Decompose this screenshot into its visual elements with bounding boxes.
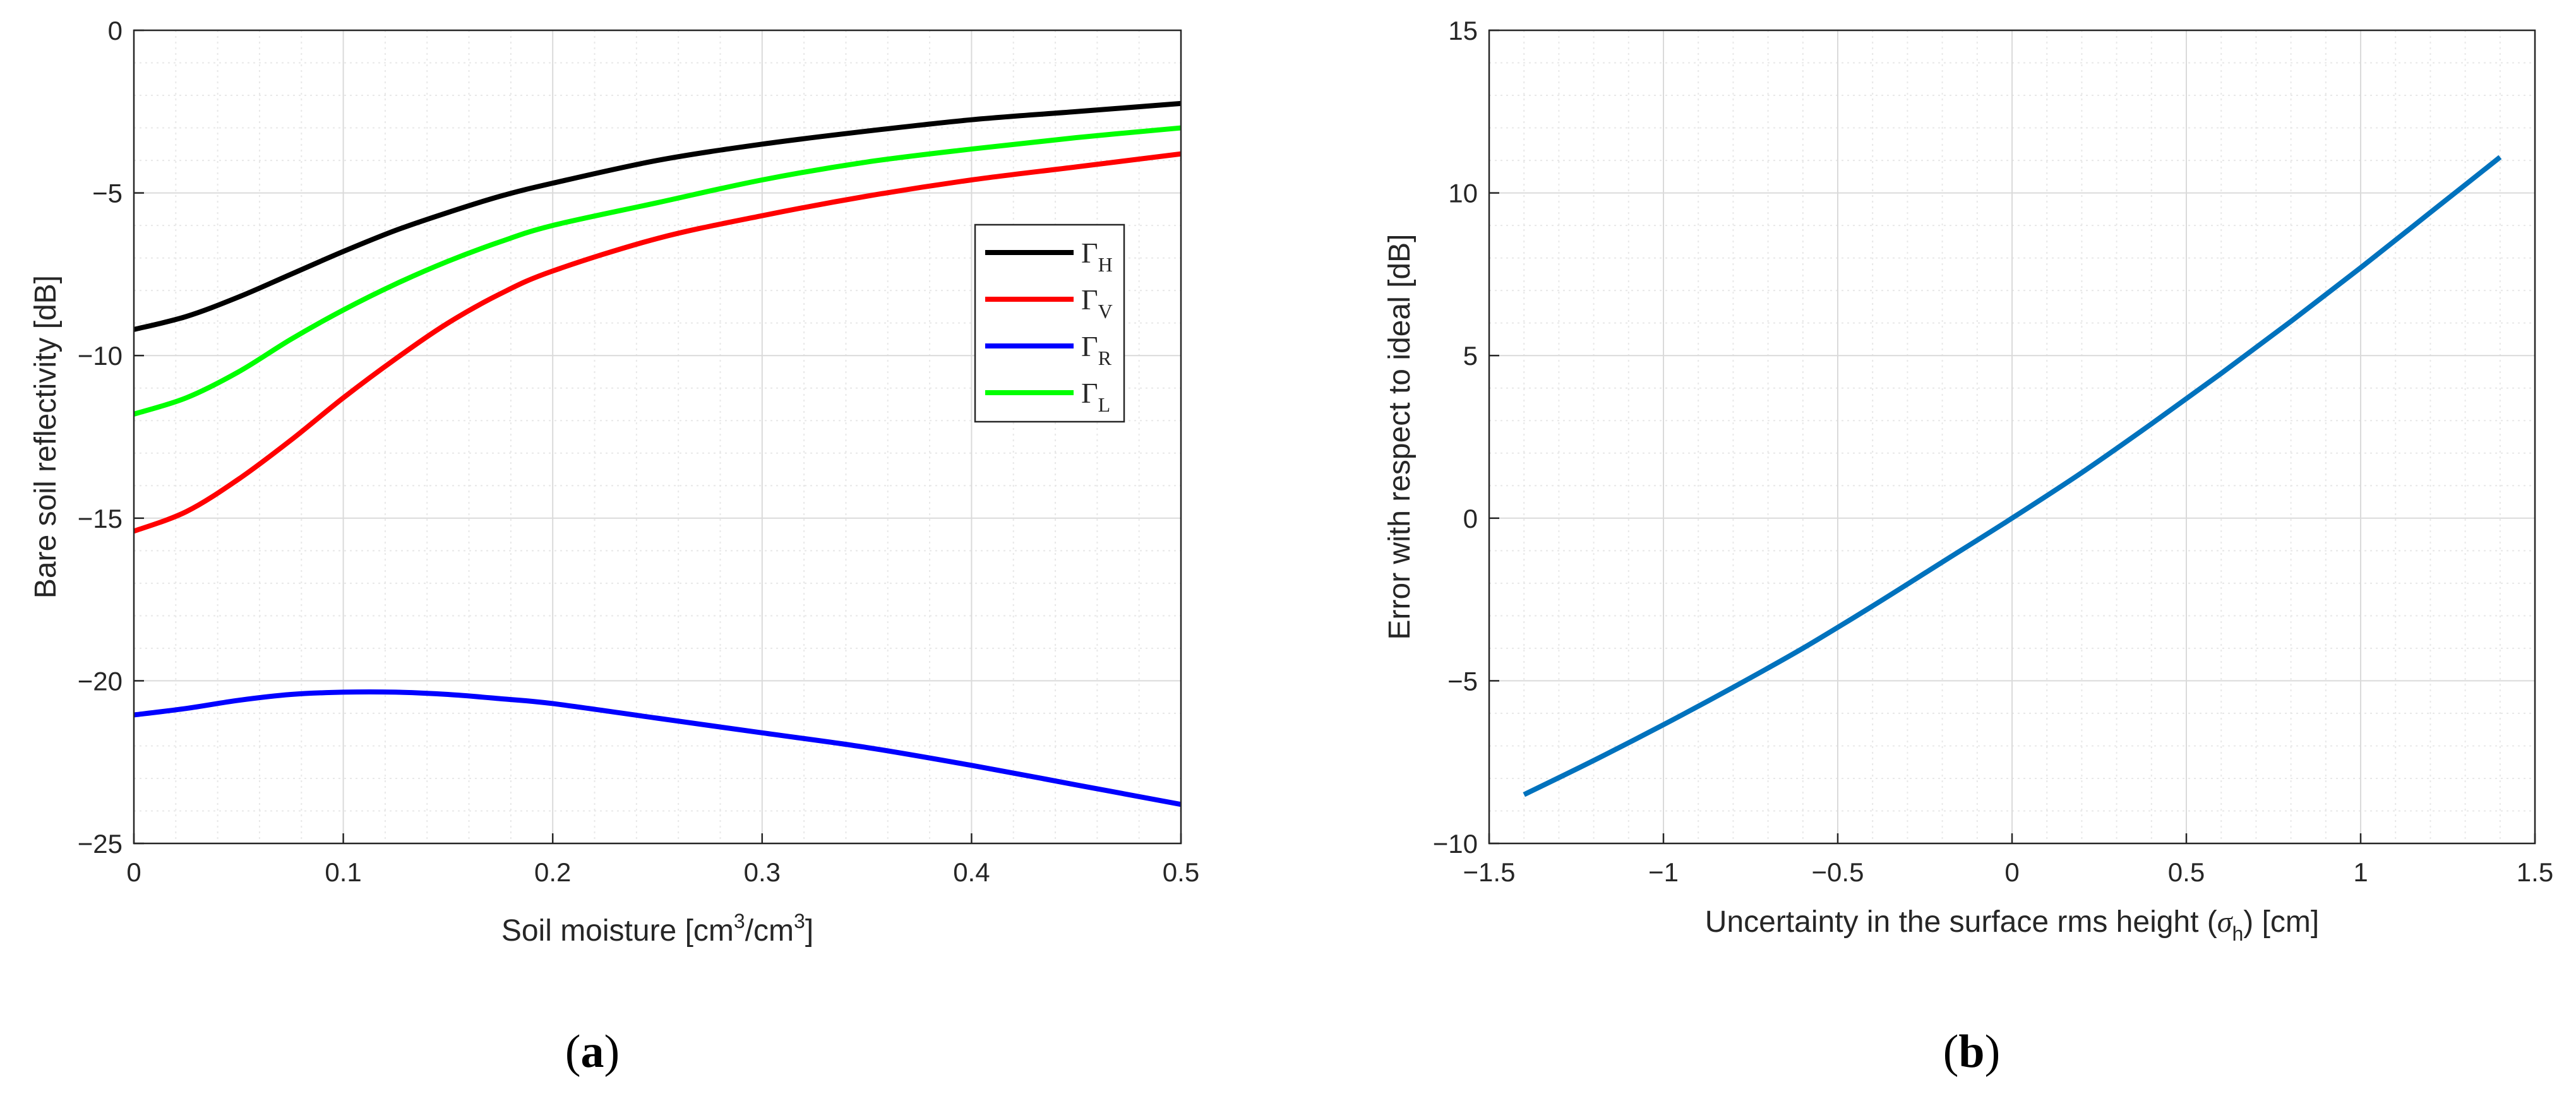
- y-tick-label: −10: [1433, 829, 1478, 859]
- x-tick-label: −1: [1648, 857, 1679, 887]
- legend-label-v: ΓV: [1081, 283, 1113, 323]
- legend-label-l: ΓL: [1081, 377, 1110, 416]
- panel-a-plot-area: [134, 30, 1181, 843]
- y-tick-label: 0: [1463, 504, 1478, 533]
- series-line-gamma-v: [133, 151, 1182, 534]
- panel-a-axes-box: [133, 29, 1182, 845]
- panel-a-y-axis-label: Bare soil reflectivity [dB]: [29, 275, 63, 598]
- x-tick-label: 0.3: [744, 857, 781, 887]
- x-tick-label: 0: [126, 857, 141, 887]
- legend-label-r: ΓR: [1081, 330, 1112, 369]
- panel-a-x-axis-label: Soil moisture [cm3/cm3]: [501, 910, 813, 948]
- legend-box: [974, 223, 1125, 423]
- panel-a-y-ticks: −25 −20 −15 −10 −5 0: [78, 16, 144, 859]
- y-tick-label: 10: [1448, 179, 1478, 208]
- x-tick-label: −1.5: [1463, 857, 1516, 887]
- panel-b-grid: [1489, 30, 2536, 844]
- panel-b-y-ticks: −10 −5 0 5 10 15: [1433, 16, 1499, 859]
- legend-entry-r: ΓR: [985, 330, 1112, 369]
- caption-b: (b): [1943, 1026, 2000, 1078]
- x-tick-label: 0.5: [2168, 857, 2205, 887]
- legend-entry-l: ΓL: [985, 377, 1110, 416]
- y-tick-label: −10: [78, 341, 123, 371]
- legend-entry-h: ΓH: [985, 237, 1113, 276]
- x-tick-label: 0: [2004, 857, 2019, 887]
- y-tick-label: −20: [78, 666, 123, 696]
- x-tick-label: 0.4: [953, 857, 990, 887]
- y-tick-label: −5: [92, 179, 123, 208]
- panel-a-series: [133, 100, 1182, 807]
- panel-b-x-axis-label: Uncertainty in the surface rms height (σ…: [1705, 905, 2319, 945]
- y-tick-label: 0: [108, 16, 123, 45]
- x-tick-label: 0.2: [534, 857, 571, 887]
- panel-a-reflectivity-chart: 0 0.1 0.2 0.3 0.4 0.5 −25 −20 −15 −10 −5 0 ΓH ΓV Γ…: [29, 16, 1199, 1078]
- legend-label-h: ΓH: [1081, 237, 1113, 276]
- x-tick-label: 0.1: [325, 857, 361, 887]
- y-tick-label: −15: [78, 504, 123, 533]
- x-tick-label: −0.5: [1812, 857, 1864, 887]
- panel-b-y-axis-label: Error with respect to ideal [dB]: [1383, 234, 1417, 640]
- y-tick-label: 5: [1463, 341, 1478, 371]
- series-line-gamma-l: [133, 125, 1182, 417]
- x-tick-label: 0.5: [1163, 857, 1199, 887]
- panel-b-x-ticks: −1.5 −1 −0.5 0 0.5 1 1.5: [1463, 833, 2553, 887]
- panel-b-error-chart: −1.5 −1 −0.5 0 0.5 1 1.5 −10 −5 0 5 10 15 Uncertain…: [1383, 16, 2553, 1078]
- y-tick-label: −5: [1447, 666, 1478, 696]
- panel-a-x-ticks: 0 0.1 0.2 0.3 0.4 0.5: [126, 833, 1199, 887]
- legend-entry-v: ΓV: [985, 283, 1113, 323]
- series-line-error: [1523, 155, 2502, 797]
- y-tick-label: −25: [78, 829, 123, 859]
- panel-a-legend: ΓH ΓV ΓR ΓL: [974, 223, 1125, 423]
- panel-b-series: [1523, 155, 2502, 797]
- series-line-gamma-h: [133, 100, 1182, 332]
- caption-a: (a): [565, 1026, 620, 1078]
- x-tick-label: 1: [2353, 857, 2368, 887]
- y-tick-label: 15: [1448, 16, 1478, 45]
- x-tick-label: 1.5: [2517, 857, 2553, 887]
- series-line-gamma-r: [133, 689, 1182, 807]
